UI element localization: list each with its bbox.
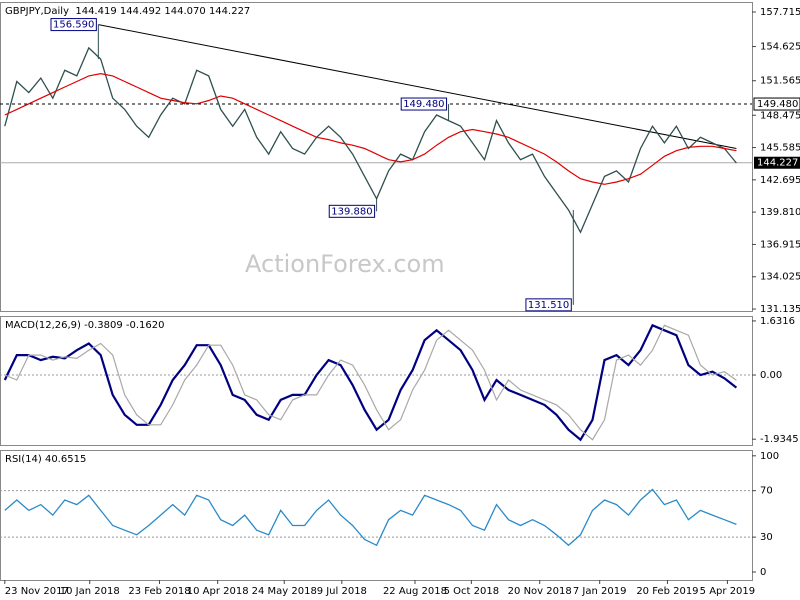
y-tick-label: 100 <box>760 451 779 462</box>
series-line <box>4 72 737 185</box>
y-tick-label: 131.135 <box>760 304 800 315</box>
y-tick-label: 151.565 <box>760 76 800 87</box>
x-tick-label: 9 Jul 2018 <box>317 586 367 597</box>
annotation-box <box>328 204 376 218</box>
panel-title: GBPJPY,Daily 144.419 144.492 144.070 144… <box>5 6 250 17</box>
last-price-label: 144.227 <box>757 158 798 169</box>
x-tick-label: 20 Nov 2018 <box>508 586 572 597</box>
y-tick-label: 1.6316 <box>760 316 795 327</box>
x-tick-label: 5 Oct 2018 <box>444 586 499 597</box>
annotation-box <box>525 298 572 312</box>
y-tick-label: 30 <box>760 532 773 543</box>
x-tick-label: 7 Jan 2019 <box>573 586 627 597</box>
y-tick-label: 0 <box>760 567 766 578</box>
y-tick-label: 0.00 <box>760 370 782 381</box>
x-tick-label: 10 Apr 2018 <box>187 586 249 597</box>
y-tick-label: 145.585 <box>760 143 800 154</box>
y-tick-label: 142.695 <box>760 175 800 186</box>
panel-title: MACD(12,26,9) -0.3809 -0.1620 <box>5 320 165 331</box>
trendline <box>98 24 737 150</box>
x-tick-label: 20 Feb 2019 <box>636 586 698 597</box>
series-line <box>4 46 737 234</box>
annotation-label: 139.880 <box>331 206 372 217</box>
series-line <box>4 488 737 547</box>
x-tick-label: 24 May 2018 <box>252 586 317 597</box>
annotation-label: 131.510 <box>528 300 569 311</box>
annotation-box <box>50 18 97 32</box>
resistance-label: 149.480 <box>757 99 798 110</box>
x-tick-label: 23 Nov 2017 <box>5 586 69 597</box>
last-price-box <box>754 156 800 169</box>
annotation-label: 149.480 <box>403 99 444 110</box>
resistance-box <box>753 97 800 111</box>
y-tick-label: 134.025 <box>760 272 800 283</box>
y-tick-label: 136.915 <box>760 239 800 250</box>
panel-title: RSI(14) 40.6515 <box>5 454 86 465</box>
x-tick-label: 10 Jan 2018 <box>60 586 120 597</box>
y-tick-label: -1.9345 <box>760 434 799 445</box>
x-tick-label: 5 Apr 2019 <box>700 586 755 597</box>
y-tick-label: 157.715 <box>760 7 800 18</box>
x-tick-label: 22 Aug 2018 <box>383 586 447 597</box>
x-tick-label: 23 Feb 2018 <box>128 586 190 597</box>
annotation-box <box>400 97 448 111</box>
series-line <box>3 323 738 442</box>
y-tick-label: 154.625 <box>760 42 800 53</box>
watermark: ActionForex.com <box>245 250 445 278</box>
annotation-label: 156.590 <box>53 20 94 31</box>
series-line <box>4 324 737 441</box>
y-tick-label: 148.475 <box>760 110 800 121</box>
y-tick-label: 139.810 <box>760 207 800 218</box>
y-tick-label: 70 <box>760 486 773 497</box>
